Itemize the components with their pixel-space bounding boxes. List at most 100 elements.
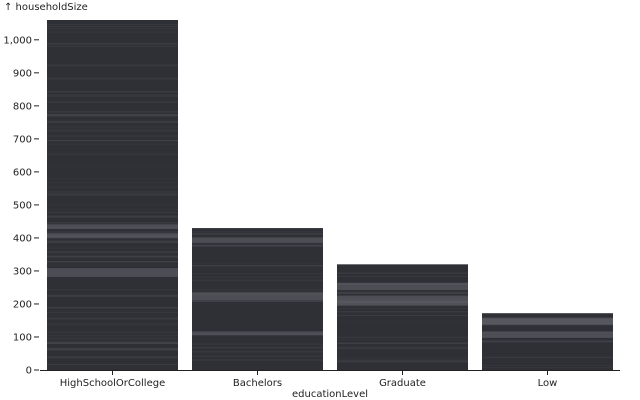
bar-stripe	[47, 23, 178, 25]
bar-stripe	[47, 26, 178, 28]
y-tick-label: 500	[13, 200, 32, 211]
y-axis-title: ↑ householdSize	[4, 2, 88, 13]
bar-band	[47, 268, 178, 277]
bar-stripe	[47, 264, 178, 266]
bar-stripe	[337, 360, 468, 363]
bar-stripe	[47, 101, 178, 103]
bar-stripe	[337, 342, 468, 345]
bar-stripe	[47, 127, 178, 129]
bar-stripe	[482, 364, 613, 366]
bar-stripe	[482, 366, 613, 369]
x-axis: HighSchoolOrCollege Bachelors Graduate Low	[40, 370, 620, 389]
bar-stripe	[47, 209, 178, 211]
bar-stripe	[337, 276, 468, 277]
bar-stripe	[47, 126, 178, 127]
bar-stripe	[47, 348, 178, 351]
bar-stripe	[192, 262, 323, 264]
bar-stripe	[47, 186, 178, 188]
y-tick-label: 600	[13, 167, 32, 178]
bar-band	[337, 282, 468, 290]
y-tick-label: 700	[13, 134, 32, 145]
bar-stripe	[47, 364, 178, 365]
bar-stripe	[47, 143, 178, 145]
bar-stripe	[47, 44, 178, 45]
bar-stripe	[47, 190, 178, 192]
bar-stripe	[337, 320, 468, 322]
bar-stripe	[337, 264, 468, 266]
x-tick-label: Low	[538, 378, 558, 389]
bar-stripe	[192, 232, 323, 235]
bar-stripe	[47, 166, 178, 168]
bar-stripe	[337, 308, 468, 309]
y-tick-label: 900	[13, 68, 32, 79]
bar-stripe	[192, 299, 323, 303]
bar-stripe	[192, 228, 323, 230]
bar-stripe	[337, 339, 468, 340]
bar-stripe	[47, 31, 178, 34]
bar-stripe	[47, 139, 178, 142]
bar-stripe	[192, 265, 323, 267]
bar-stripe	[482, 330, 613, 333]
bar-stripe	[47, 307, 178, 309]
bar-stripe	[192, 289, 323, 290]
bar-stripe	[47, 323, 178, 326]
bar-stripe	[192, 346, 323, 349]
bar-stripe	[337, 311, 468, 313]
bar-stripe	[192, 231, 323, 232]
bar-stripe	[47, 215, 178, 218]
bar-stripe	[337, 346, 468, 350]
bar-band	[47, 233, 178, 239]
bar-band	[192, 331, 323, 336]
bar-band	[337, 295, 468, 304]
bar-stripe	[47, 43, 178, 44]
bar-stripe	[47, 240, 178, 244]
bar-stripe	[47, 231, 178, 233]
bar-stripe	[47, 204, 178, 206]
bar-stripe	[47, 46, 178, 47]
x-tick-label: Graduate	[379, 378, 426, 389]
bar-stripe	[337, 312, 468, 314]
bar-stripe	[337, 272, 468, 274]
bar-rect	[47, 20, 178, 370]
bar-stripe	[192, 242, 323, 244]
bar-stripe	[47, 111, 178, 113]
bar-stripe	[47, 223, 178, 226]
bar-stripe	[47, 317, 178, 320]
bar-stripe	[47, 153, 178, 155]
bar-stripe	[192, 343, 323, 345]
y-tick-label: 300	[13, 266, 32, 277]
bar-stripe	[337, 336, 468, 338]
bar-band	[192, 292, 323, 300]
bar-stripe	[47, 312, 178, 314]
x-tick-label: Bachelors	[233, 378, 282, 389]
bar-stripe	[47, 114, 178, 117]
bar-stripe	[47, 135, 178, 136]
bar-stripe	[47, 120, 178, 123]
bar-stripe	[47, 294, 178, 297]
bar-stripe	[47, 331, 178, 333]
bar-stripe	[47, 94, 178, 97]
bar-stripe	[192, 350, 323, 353]
bar-stripe	[337, 291, 468, 295]
bar-Low	[482, 313, 613, 370]
bar-stripe	[47, 288, 178, 291]
bar-stripe	[47, 247, 178, 249]
x-tick-label: HighSchoolOrCollege	[60, 378, 165, 389]
bar-stripe	[47, 310, 178, 312]
x-axis-title: educationLevel	[292, 389, 368, 400]
bar-stripe	[47, 27, 178, 30]
bar-stripe	[47, 255, 178, 258]
bar-stripe	[47, 182, 178, 183]
bar-stripe	[47, 129, 178, 132]
bar-band	[337, 300, 468, 306]
y-tick-label: 800	[13, 101, 32, 112]
bar-stripe	[47, 77, 178, 80]
bar-stripe	[47, 192, 178, 194]
bar-stripe	[47, 334, 178, 336]
y-axis: 0 100 200 300 400 500 600 700 800 900 1,000	[3, 35, 39, 377]
bar-stripe	[47, 91, 178, 93]
y-tick-label: 200	[13, 299, 32, 310]
bar-HighSchoolOrCollege	[47, 20, 178, 370]
bar-Graduate	[337, 264, 468, 370]
